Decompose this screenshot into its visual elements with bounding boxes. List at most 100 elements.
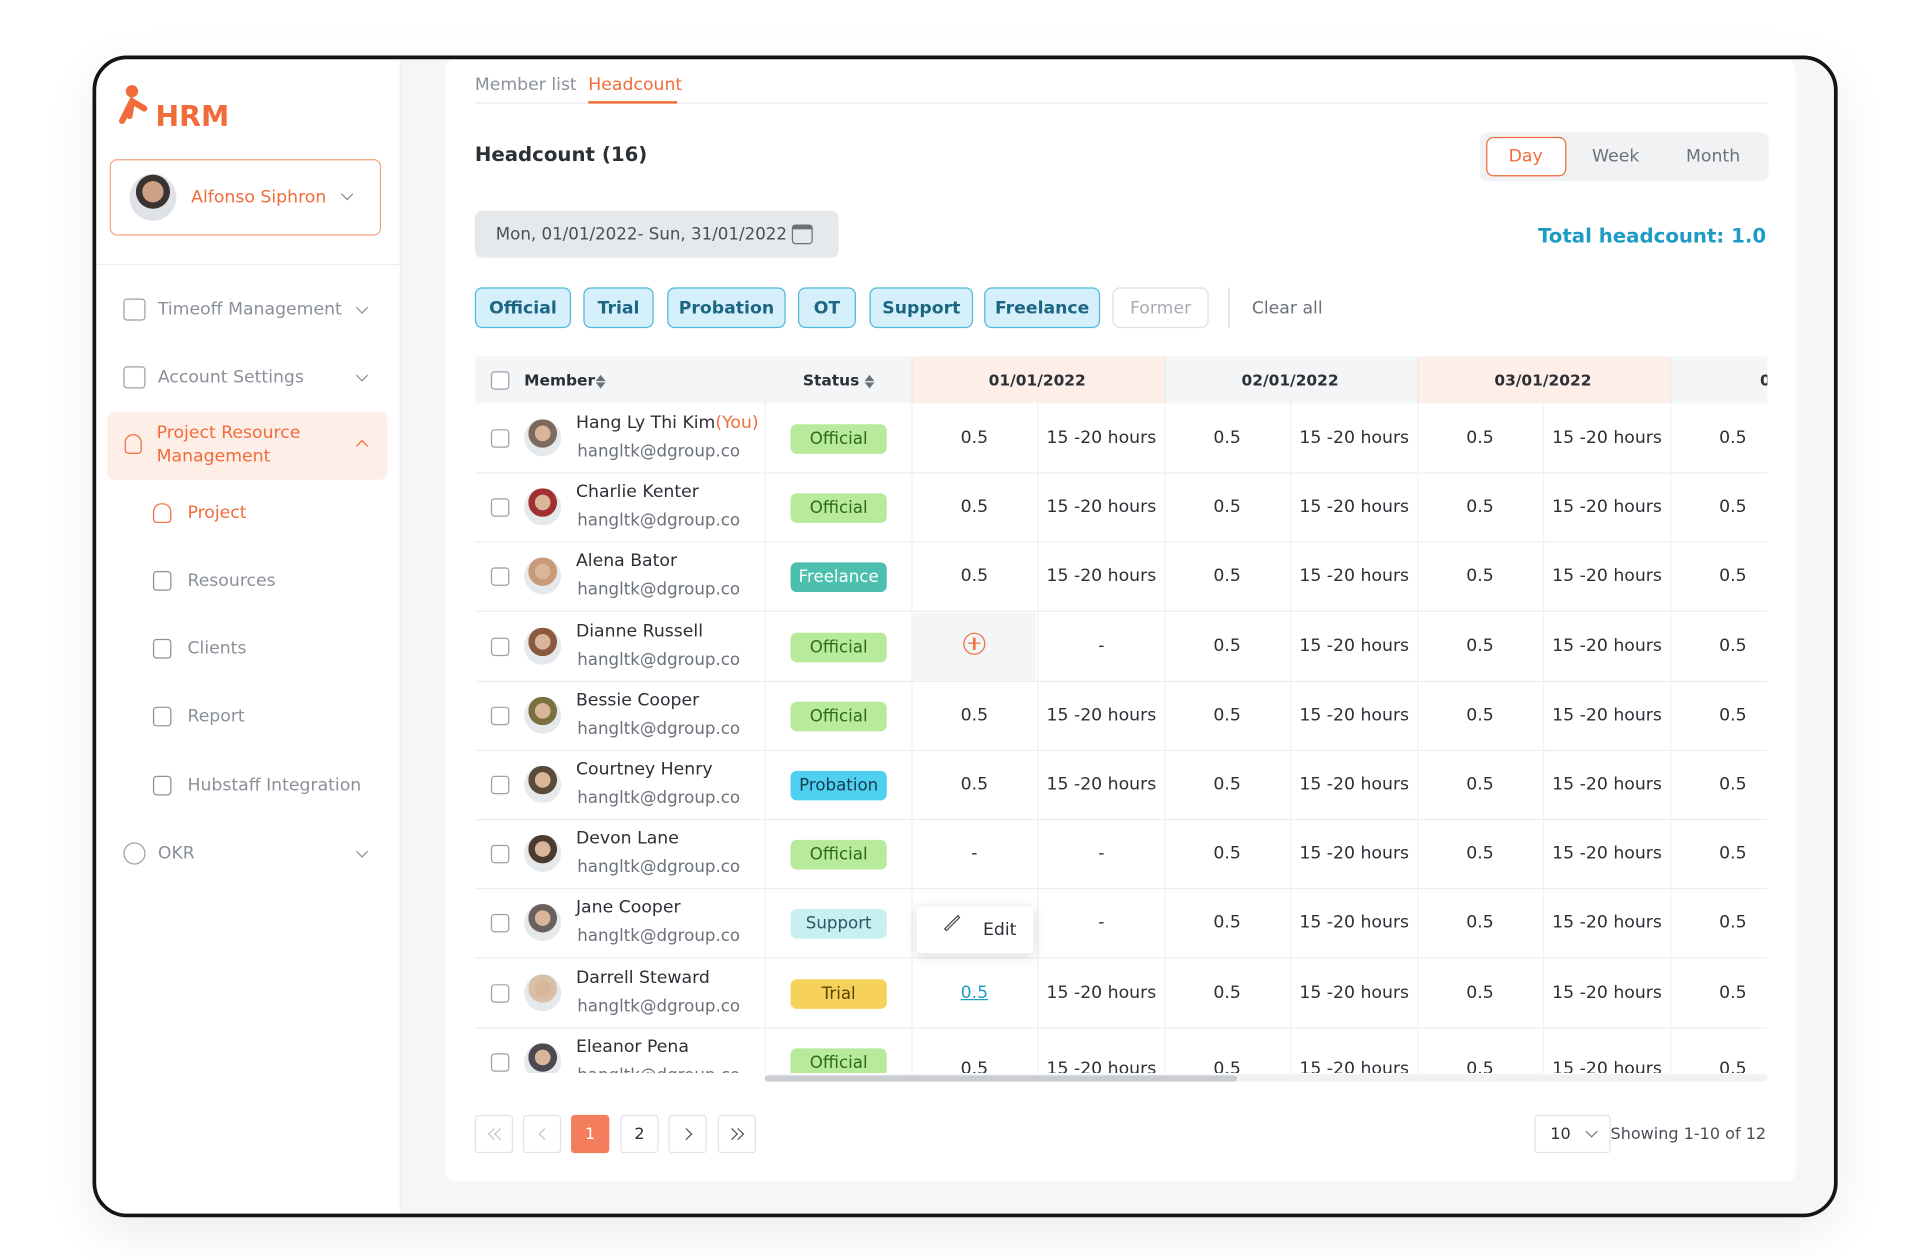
column-line (764, 957, 766, 1027)
nav-sub-label[interactable]: Report (187, 706, 245, 727)
cell-value: 0.5 (1213, 913, 1241, 933)
column-line (1290, 819, 1292, 889)
row-checkbox[interactable] (490, 845, 510, 864)
view-option[interactable]: Week (1592, 146, 1640, 167)
filter-chip[interactable] (474, 287, 572, 329)
nav-sub-label[interactable]: Project (187, 503, 247, 523)
cell-value: 0.5 (1466, 774, 1494, 795)
row-checkbox[interactable] (490, 983, 510, 1003)
member-avatar (524, 696, 562, 734)
row-checkbox[interactable] (490, 1053, 510, 1072)
tab[interactable]: Member list (474, 75, 577, 95)
filter-chip[interactable] (583, 287, 654, 329)
tab-underline (588, 101, 678, 104)
cell-value[interactable]: 0.5 (960, 982, 989, 1003)
cell-value: 15 -20 hours (1299, 635, 1410, 656)
add-button[interactable] (963, 632, 986, 655)
cell-value: 0.5 (1719, 427, 1747, 448)
member-avatar (524, 904, 562, 942)
column-line (1290, 541, 1292, 611)
column-line (911, 472, 913, 542)
brand: HRM (155, 101, 230, 134)
page-button[interactable] (474, 1114, 514, 1154)
cell-value: 15 -20 hours (1046, 427, 1157, 448)
row-checkbox[interactable] (490, 567, 510, 587)
view-option[interactable]: Day (1508, 146, 1543, 167)
column-line (911, 957, 913, 1027)
filter-chip[interactable] (984, 287, 1101, 329)
column-line (1417, 472, 1419, 542)
column-line (1669, 749, 1672, 819)
row-checkbox[interactable] (490, 914, 510, 933)
column-line (1290, 611, 1292, 681)
column-line (1290, 403, 1292, 473)
column-line (1669, 611, 1672, 681)
nav-sub-label[interactable]: Resources (187, 571, 276, 591)
filter-chip[interactable] (869, 287, 974, 329)
column-line (1164, 611, 1166, 681)
row-checkbox[interactable] (490, 637, 510, 656)
column-line (1542, 749, 1545, 819)
total-headcount: Total headcount: 1.0 (1537, 223, 1767, 248)
page-button[interactable] (717, 1114, 757, 1154)
logo-svg (119, 85, 148, 124)
cell-value: 0.5 (1466, 982, 1494, 1003)
cell-value: - (971, 843, 978, 864)
filter-chip[interactable] (667, 287, 786, 329)
page-button[interactable] (620, 1114, 659, 1154)
row-line (474, 888, 1768, 890)
cell-value: 0.5 (1213, 566, 1241, 587)
column-line (1037, 611, 1039, 681)
row-checkbox[interactable] (490, 775, 510, 795)
nav-icon (123, 842, 146, 865)
nav-item-active[interactable] (107, 411, 388, 480)
tab-active[interactable]: Headcount (588, 75, 683, 95)
status-badge (790, 424, 887, 454)
page-button[interactable] (522, 1114, 562, 1154)
nav-label[interactable]: OKR (157, 843, 195, 864)
status-badge (790, 493, 887, 524)
cell-value: 0.5 (1213, 427, 1241, 448)
row-checkbox[interactable] (490, 498, 510, 517)
column-line (764, 1027, 766, 1073)
edit-tooltip[interactable] (916, 906, 1034, 954)
nav-sub-label[interactable]: Clients (187, 638, 247, 659)
header-checkbox[interactable] (490, 371, 510, 390)
column-line (1542, 541, 1545, 611)
member-avatar (524, 557, 562, 595)
column-line (764, 611, 766, 681)
clear-all[interactable]: Clear all (1251, 297, 1323, 318)
column-line (1669, 403, 1672, 473)
cell-value: 0.5 (1213, 774, 1241, 795)
nav-label[interactable]: Timeoff Management (157, 299, 342, 320)
filter-chip[interactable] (1112, 287, 1209, 329)
filter-label: Freelance (994, 297, 1090, 318)
view-active[interactable] (1486, 136, 1567, 177)
view-option[interactable]: Month (1686, 146, 1741, 167)
nav-sub-label[interactable]: Hubstaff Integration (187, 775, 362, 796)
cell-value: 15 -20 hours (1299, 427, 1410, 448)
row-checkbox[interactable] (490, 706, 510, 725)
column-line (1669, 680, 1672, 750)
nav-label[interactable]: Account Settings (157, 367, 304, 388)
column-line (1290, 472, 1292, 542)
row-line (474, 818, 1768, 821)
column-line (1542, 680, 1545, 750)
column-line (1669, 541, 1672, 611)
page-button[interactable] (668, 1114, 707, 1154)
per-page-select[interactable] (1534, 1114, 1611, 1154)
user-box[interactable] (109, 159, 382, 236)
column-line (1037, 541, 1039, 611)
member-avatar (524, 488, 562, 526)
date-header (1164, 356, 1418, 404)
filter-chip[interactable] (797, 287, 856, 329)
page-button[interactable] (571, 1114, 610, 1154)
date-box[interactable] (474, 210, 839, 258)
column-line (764, 749, 766, 819)
user-avatar (129, 173, 177, 221)
column-line (764, 888, 766, 958)
member-avatar (524, 765, 562, 803)
scroll-thumb[interactable] (764, 1075, 1238, 1082)
row-checkbox[interactable] (490, 429, 510, 448)
status-label: Official (809, 1053, 868, 1073)
